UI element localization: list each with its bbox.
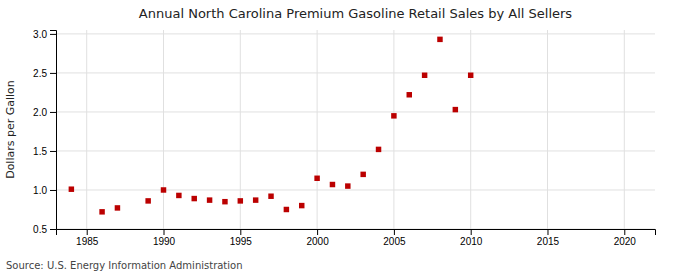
x-tick-label: 1995 [230,236,253,247]
y-tick-mark [50,112,56,113]
y-tick-mark [50,151,56,152]
point [330,182,335,187]
point [422,73,427,78]
y-tick-mark [50,73,56,74]
x-tick-label: 2020 [614,236,637,247]
y-tick-label: 1.5 [33,146,47,157]
x-tick-mark [87,229,88,235]
point [468,73,473,78]
point [391,113,396,118]
x-tick-label: 2005 [383,236,406,247]
y-tick-mark [50,34,56,35]
grid-line-x [547,30,548,229]
point [99,209,104,214]
y-tick: 2.0 [33,107,56,118]
grid-line-x [393,30,394,229]
y-tick: 2.5 [33,68,56,79]
x-tick-mark [624,229,625,235]
x-tick: 2000 [306,229,329,247]
x-tick-mark [471,229,472,235]
grid [56,30,655,229]
y-tick: 1.0 [33,185,56,196]
annotation: Source: U.S. Energy Information Administ… [6,260,243,271]
y-tick-mark [50,190,56,191]
x-tick-mark [317,229,318,235]
x-tick-label: 1985 [76,236,99,247]
x-tick-label: 2015 [537,236,560,247]
point [299,203,304,208]
y-tick-label: 3.0 [33,29,47,40]
x-tick-mark [164,229,165,235]
point [284,207,289,212]
point [437,37,442,42]
point [376,147,381,152]
y-axis-line [50,31,57,230]
x-tick: 2005 [383,229,406,247]
grid-line-x [624,30,625,229]
y-tick-mark [50,229,56,230]
x-tick: 2020 [614,229,637,247]
point [176,193,181,198]
point [222,199,227,204]
x-tick-mark [240,229,241,235]
grid-line-y [56,189,655,190]
grid-line-x [86,30,87,229]
point [207,197,212,202]
point [191,196,196,201]
grid-line-x [470,30,471,229]
grid-line-y [56,33,655,34]
x-tick: 1995 [230,229,253,247]
point [360,172,365,177]
x-tick: 2015 [537,229,560,247]
y-tick-label: 2.0 [33,107,47,118]
y-tick: 1.5 [33,146,56,157]
y-axis: 0.5 1.0 1.5 2.0 2.5 3.0 [33,29,56,235]
y-tick-label: 1.0 [33,185,47,196]
chart: 1985 1990 1995 2000 2005 2010 2015 2020 0.5 1.0 1.… [0,0,675,275]
points [69,37,474,215]
y-tick-label: 2.5 [33,68,47,79]
point [145,198,150,203]
x-tick-label: 2010 [460,236,483,247]
x-tick: 1985 [76,229,99,247]
grid-line-y [56,150,655,151]
point [69,186,74,191]
point [453,107,458,112]
grid-line-x [163,30,164,229]
x-tick-mark [547,229,548,235]
point [345,183,350,188]
point [238,198,243,203]
point [407,92,412,97]
point [115,205,120,210]
y-tick: 0.5 [33,224,56,235]
point [161,187,166,192]
point [314,176,319,181]
y-tick-label: 0.5 [33,224,47,235]
x-tick-mark [394,229,395,235]
point [253,197,258,202]
x-tick: 2010 [460,229,483,247]
title: Annual North Carolina Premium Gasoline R… [139,6,573,21]
x-tick-label: 2000 [306,236,329,247]
x-tick: 1990 [153,229,176,247]
grid-line-y [56,72,655,73]
x-axis-line [57,230,656,236]
grid-line-y [56,111,655,112]
x-axis: 1985 1990 1995 2000 2005 2010 2015 2020 [57,229,656,247]
x-tick-label: 1990 [153,236,176,247]
y-axis-title: Dollars per Gallon [4,80,17,179]
grid-line-x [317,30,318,229]
plot-area: 1985 1990 1995 2000 2005 2010 2015 2020 0.5 1.0 1.… [33,29,655,247]
y-tick: 3.0 [33,29,56,40]
point [268,193,273,198]
